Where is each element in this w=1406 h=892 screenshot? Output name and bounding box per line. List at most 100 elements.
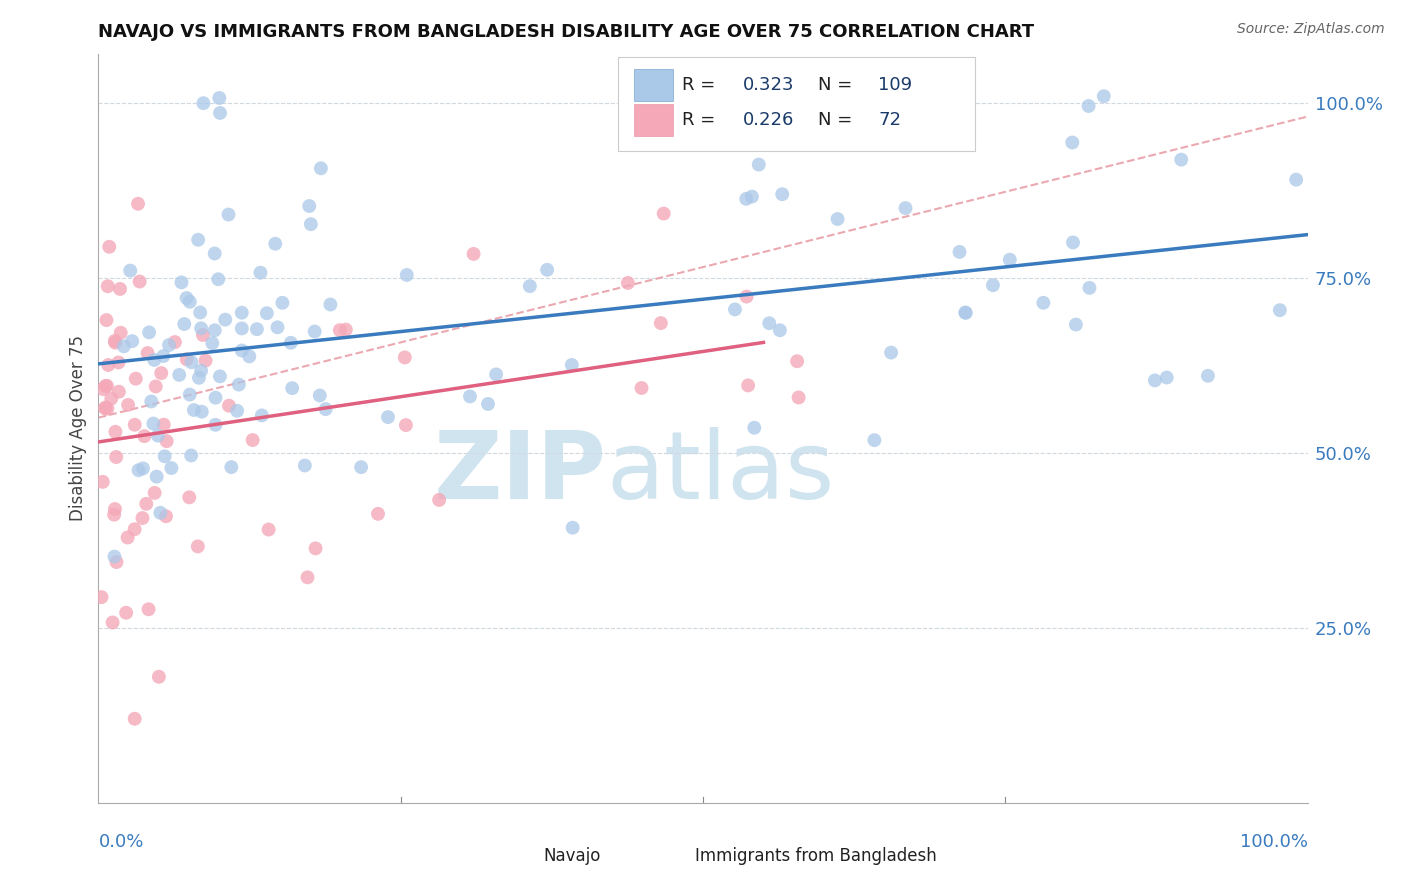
Point (142, 417, 165, 431)
Point (298, 199, 321, 213)
Point (152, 417, 174, 432)
Point (152, 349, 174, 363)
Text: N =: N = (818, 76, 858, 94)
Text: R =: R = (682, 112, 721, 129)
Point (652, 206, 675, 220)
Point (108, 384, 131, 399)
Point (294, 458, 316, 473)
Point (742, 421, 765, 435)
Point (561, 521, 583, 535)
Text: 0.226: 0.226 (742, 112, 794, 129)
Point (249, 266, 271, 280)
Point (395, 418, 418, 433)
Point (463, 247, 485, 261)
Point (201, 336, 224, 351)
Point (128, 463, 150, 477)
Point (231, 306, 253, 320)
Point (218, 399, 240, 413)
Point (1077, 99, 1099, 113)
Point (981, 278, 1004, 293)
Point (617, 276, 640, 290)
Point (120, 263, 142, 277)
Bar (634, 70, 673, 101)
Point (536, 262, 558, 277)
Point (1062, 136, 1084, 150)
Point (204, 391, 226, 405)
Point (98, 240, 121, 254)
Point (256, 306, 278, 320)
Point (630, 381, 652, 395)
Point (477, 397, 499, 411)
Point (173, 317, 195, 331)
Point (97, 279, 120, 293)
Point (96, 313, 118, 327)
Point (769, 323, 792, 337)
Point (94, 379, 117, 393)
Point (1268, 303, 1291, 318)
Point (138, 326, 160, 340)
Point (724, 302, 747, 317)
Point (145, 379, 167, 393)
Point (650, 316, 672, 330)
Text: R =: R = (682, 76, 721, 94)
Point (176, 352, 198, 367)
Point (748, 158, 770, 172)
Point (485, 368, 508, 382)
Point (143, 353, 166, 368)
Point (427, 492, 450, 507)
Point (131, 511, 153, 525)
Text: 100.0%: 100.0% (1240, 833, 1308, 851)
Point (863, 433, 886, 447)
Point (1156, 370, 1178, 384)
Point (125, 372, 148, 386)
Point (117, 398, 139, 412)
Point (124, 712, 146, 726)
Point (1064, 318, 1087, 332)
Text: ZIP: ZIP (433, 427, 606, 519)
Point (1170, 153, 1192, 167)
Point (217, 208, 239, 222)
Point (145, 469, 167, 483)
Point (367, 507, 389, 521)
Point (207, 272, 229, 286)
Point (138, 602, 160, 616)
Point (1078, 281, 1101, 295)
Point (250, 409, 273, 423)
Point (377, 410, 399, 425)
Point (188, 305, 211, 319)
Point (238, 350, 260, 364)
Text: N =: N = (818, 112, 858, 129)
Point (160, 461, 183, 475)
Point (281, 381, 304, 395)
Point (271, 295, 294, 310)
Point (135, 497, 157, 511)
Point (948, 244, 970, 259)
Point (155, 509, 177, 524)
Point (148, 670, 170, 684)
Point (309, 161, 332, 176)
Point (183, 403, 205, 417)
Point (94, 401, 117, 416)
Point (1032, 295, 1054, 310)
Point (96, 401, 118, 416)
Point (786, 354, 808, 368)
Point (104, 335, 127, 350)
Point (561, 358, 583, 372)
Point (329, 323, 352, 337)
Point (735, 192, 758, 206)
Point (257, 523, 280, 537)
Point (96, 379, 118, 393)
Point (214, 312, 236, 326)
Point (149, 506, 172, 520)
Point (308, 388, 330, 402)
Point (228, 377, 250, 392)
Point (264, 236, 287, 251)
Point (163, 334, 186, 349)
Point (180, 449, 202, 463)
Text: 109: 109 (879, 76, 912, 94)
Point (335, 323, 357, 337)
Point (136, 346, 159, 360)
Text: Navajo: Navajo (543, 847, 600, 865)
Text: Source: ZipAtlas.com: Source: ZipAtlas.com (1237, 22, 1385, 37)
Bar (498, 842, 531, 871)
